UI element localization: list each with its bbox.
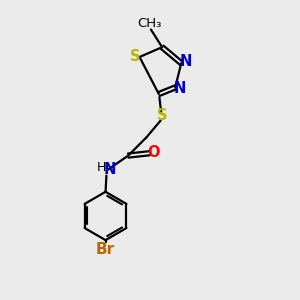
Text: CH₃: CH₃: [137, 16, 162, 29]
Text: H: H: [97, 161, 106, 175]
Text: Br: Br: [96, 242, 115, 257]
Text: S: S: [130, 49, 140, 64]
Text: N: N: [180, 54, 192, 69]
Text: N: N: [104, 162, 116, 177]
Text: N: N: [174, 81, 186, 96]
Text: S: S: [158, 108, 168, 123]
Text: O: O: [147, 145, 160, 160]
